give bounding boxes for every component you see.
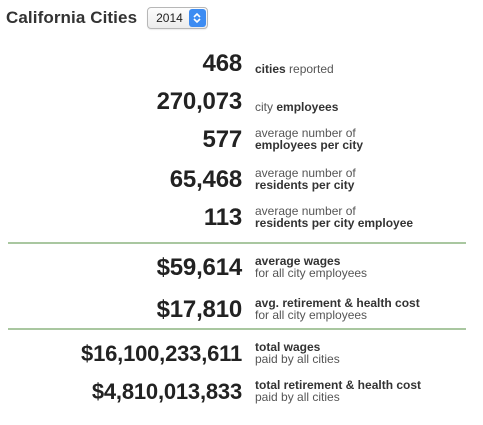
stat-desc-line1: average number of — [255, 126, 356, 140]
updown-arrows-icon — [188, 9, 206, 27]
stat-desc-bold: cities — [255, 62, 286, 76]
stat-desc-line2: paid by all cities — [255, 352, 340, 366]
stat-description: average number of residents per city emp… — [255, 205, 413, 229]
stat-row-residents-per-employee: 113 average number of residents per city… — [0, 198, 483, 232]
stat-row-total-retirement-health: $4,810,013,833 total retirement & health… — [0, 372, 483, 406]
stat-value: 577 — [202, 126, 243, 153]
stat-desc-line1: avg. retirement & health cost — [255, 296, 420, 310]
stat-value: $59,614 — [156, 254, 243, 281]
stat-row-residents-per-city: 65,468 average number of residents per c… — [0, 160, 483, 194]
stat-desc-line2: paid by all cities — [255, 390, 340, 404]
stat-description: average number of employees per city — [255, 127, 363, 151]
stat-desc-pre: city — [255, 100, 277, 114]
stat-description: city employees — [255, 101, 338, 113]
stat-description: cities reported — [255, 63, 334, 75]
stat-row-cities: 468 cities reported — [0, 44, 483, 78]
stat-value: $16,100,233,611 — [81, 341, 242, 366]
stat-desc-line2: employees per city — [255, 138, 364, 152]
stat-desc-line2: residents per city employee — [255, 216, 414, 230]
stat-value: 468 — [202, 50, 243, 77]
stat-desc-line1: total wages — [255, 340, 321, 354]
stat-value: 65,468 — [169, 166, 242, 193]
stat-desc-post: reported — [285, 62, 334, 76]
stat-description: total wages paid by all cities — [255, 341, 340, 365]
stat-desc-line2: residents per city — [255, 178, 355, 192]
stat-row-employees: 270,073 city employees — [0, 82, 483, 116]
stat-desc-line1: average number of — [255, 204, 356, 218]
stat-desc-line2: for all city employees — [255, 266, 368, 280]
stat-row-total-wages: $16,100,233,611 total wages paid by all … — [0, 334, 483, 368]
stat-value: 270,073 — [156, 88, 243, 115]
stat-desc-line2: for all city employees — [255, 308, 368, 322]
stat-desc-line1: average wages — [255, 254, 341, 268]
stat-desc-line1: total retirement & health cost — [255, 378, 422, 392]
stat-value: $4,810,013,833 — [91, 379, 242, 404]
stat-description: total retirement & health cost paid by a… — [255, 379, 421, 403]
year-select[interactable]: 2014 — [147, 7, 208, 29]
stat-desc-bold: employees — [276, 100, 339, 114]
header: California Cities 2014 — [6, 6, 208, 30]
section-divider — [8, 242, 466, 244]
stat-value: $17,810 — [156, 296, 243, 323]
section-divider — [8, 328, 466, 330]
stat-desc-line1: average number of — [255, 166, 356, 180]
year-select-value: 2014 — [156, 11, 183, 25]
stat-description: avg. retirement & health cost for all ci… — [255, 297, 420, 321]
stat-description: average number of residents per city — [255, 167, 356, 191]
stat-row-employees-per-city: 577 average number of employees per city — [0, 120, 483, 154]
page-title: California Cities — [6, 8, 138, 27]
stat-row-average-wages: $59,614 average wages for all city emplo… — [0, 248, 483, 282]
stat-description: average wages for all city employees — [255, 255, 367, 279]
stat-value: 113 — [203, 204, 242, 231]
stat-row-avg-retirement-health: $17,810 avg. retirement & health cost fo… — [0, 290, 483, 324]
